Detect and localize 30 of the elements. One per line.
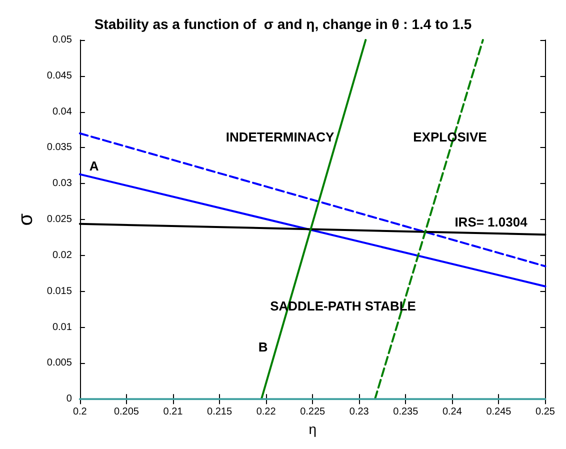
annotation: EXPLOSIVE <box>413 130 488 144</box>
x-tick-label: 0.21 <box>163 406 184 418</box>
chart-title: Stability as a function of σ and η, change in θ : 1.4 to 1.5 <box>94 16 472 32</box>
x-tick-label: 0.23 <box>349 406 370 418</box>
annotation: INDETERMINACY <box>226 130 334 144</box>
y-axis-title: σ <box>15 212 37 226</box>
annotation: IRS= 1.0304 <box>454 214 528 230</box>
y-tick-label: 0.045 <box>46 70 72 82</box>
y-tick-label: 0 <box>66 394 72 405</box>
y-tick-label: 0.035 <box>46 142 72 154</box>
x-tick-label: 0.25 <box>536 406 556 418</box>
y-tick-label: 0.015 <box>46 286 72 297</box>
x-axis-title: η <box>308 421 316 437</box>
x-tick-label: 0.22 <box>256 406 276 418</box>
y-tick-label: 0.03 <box>52 178 72 190</box>
y-tick-label: 0.01 <box>52 322 72 333</box>
annotation: A <box>89 158 100 174</box>
y-tick-label: 0.04 <box>52 106 72 118</box>
x-tick-label: 0.245 <box>486 406 512 418</box>
y-tick-label: 0.025 <box>46 214 72 226</box>
x-tick-label: 0.2 <box>72 406 88 418</box>
x-tick-label: 0.205 <box>114 406 140 418</box>
x-tick-label: 0.225 <box>300 406 326 418</box>
annotation: B <box>258 340 268 354</box>
x-tick-label: 0.235 <box>393 406 419 418</box>
y-tick-label: 0.005 <box>46 358 72 369</box>
x-tick-label: 0.24 <box>442 406 462 418</box>
y-tick-label: 0.05 <box>52 34 72 46</box>
y-tick-label: 0.02 <box>52 250 72 261</box>
x-tick-label: 0.215 <box>207 406 232 418</box>
